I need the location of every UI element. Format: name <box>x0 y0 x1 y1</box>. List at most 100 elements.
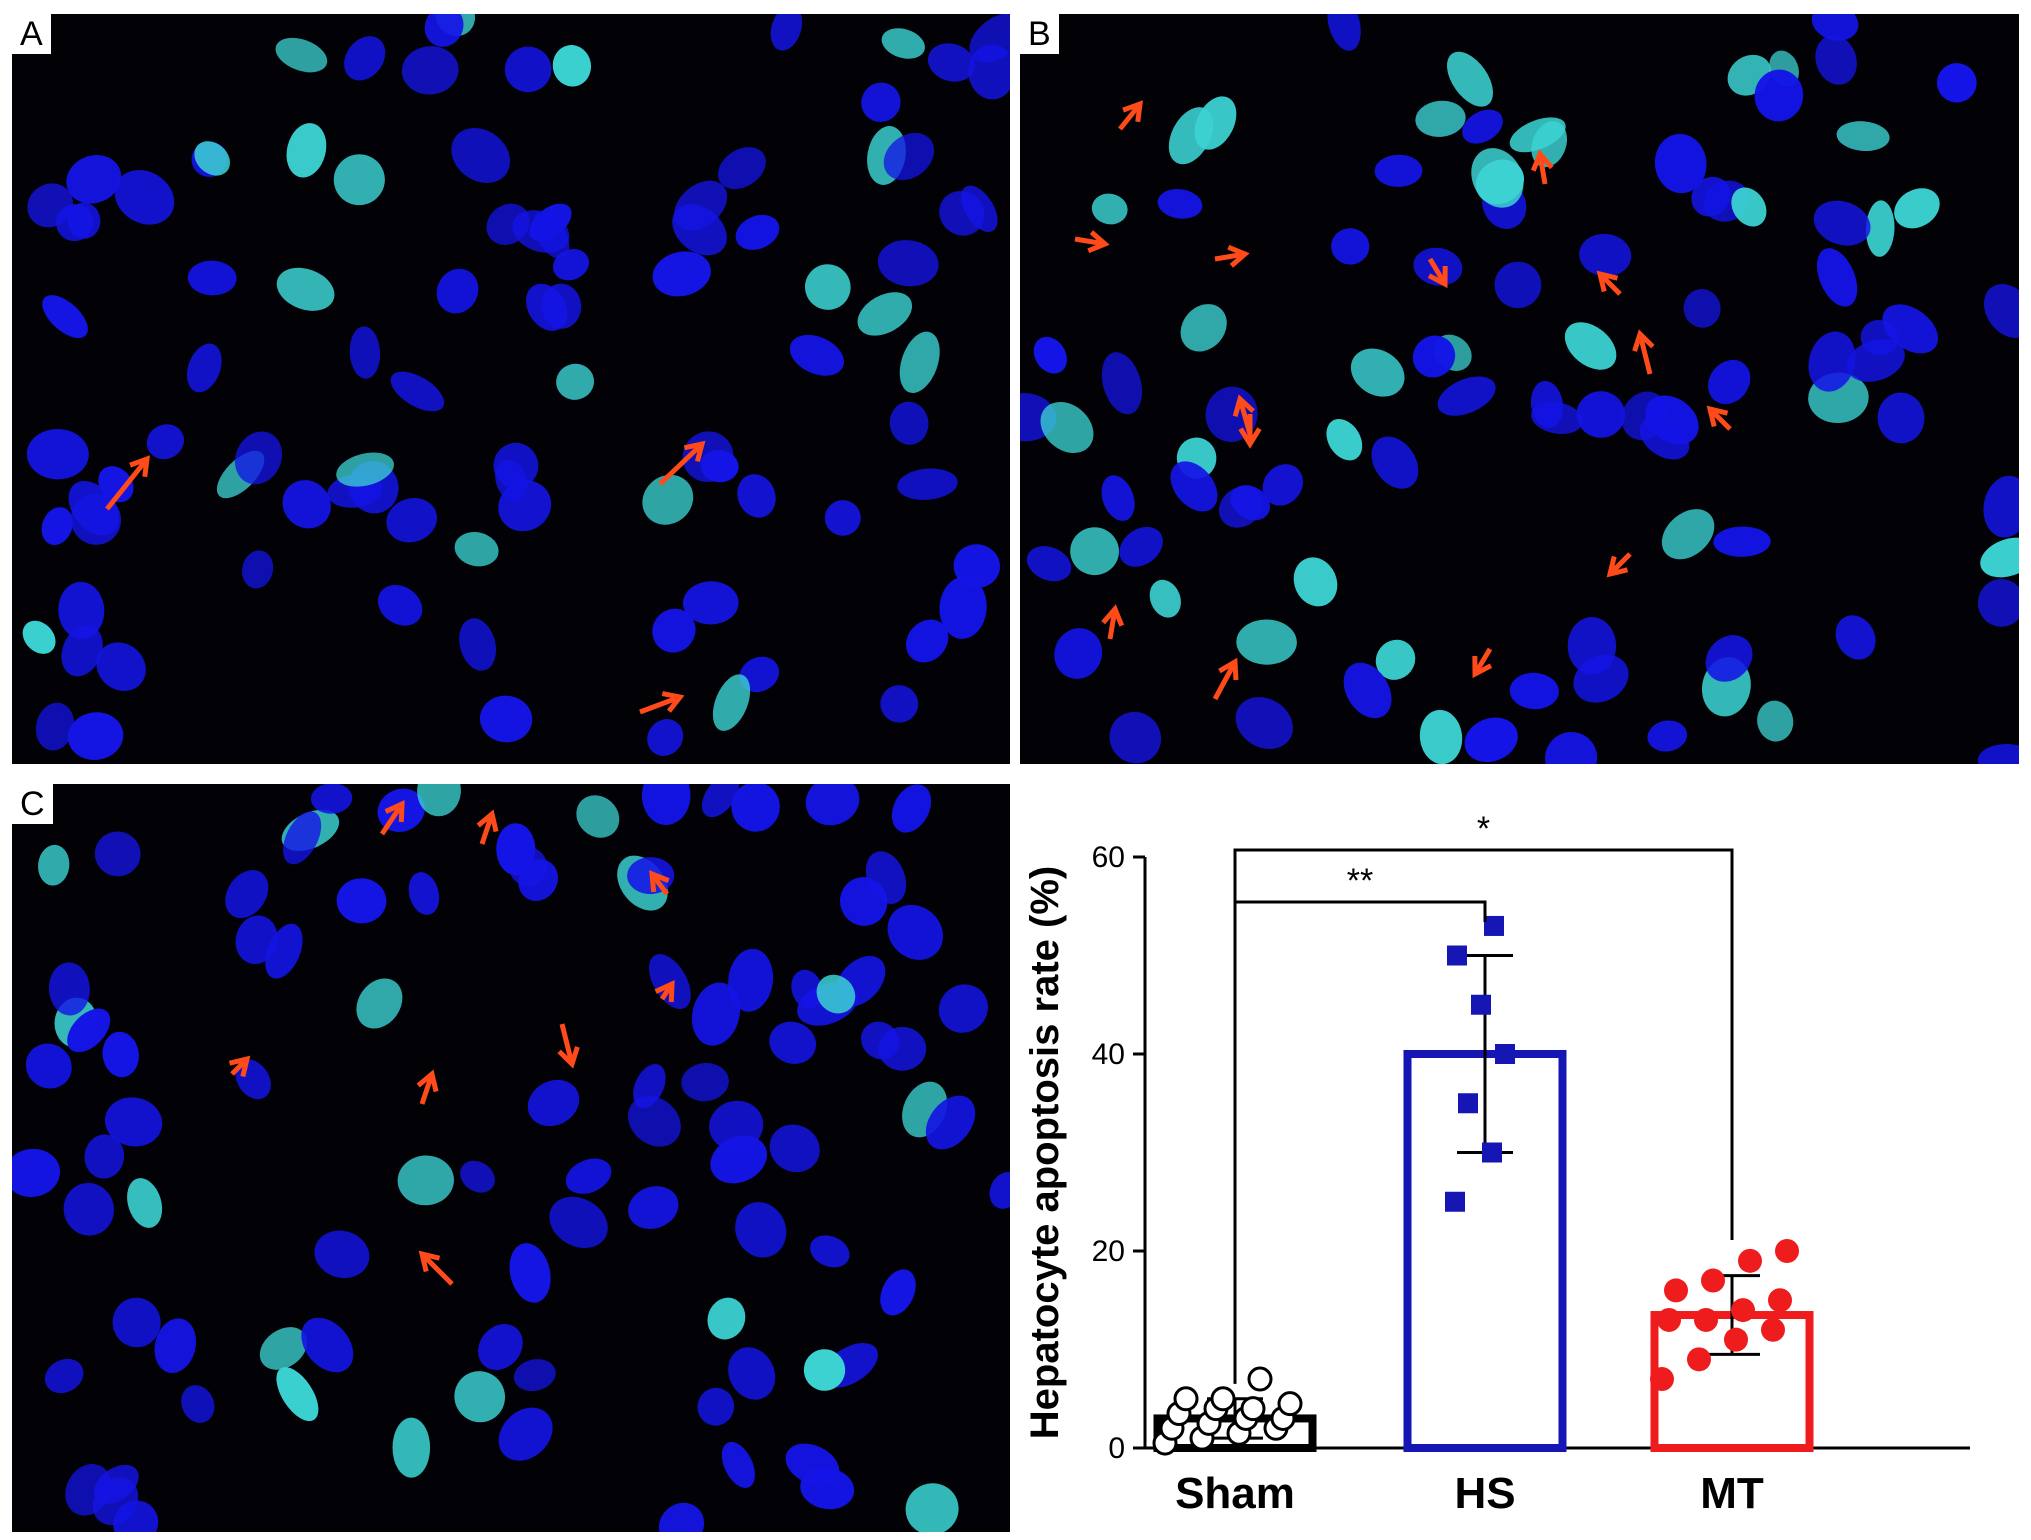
data-point-mt <box>1657 1307 1681 1332</box>
cell-nucleus <box>344 36 386 81</box>
cell-nucleus <box>1033 336 1067 374</box>
cell-nucleus <box>1170 461 1218 512</box>
x-category-label: HS <box>1454 1469 1515 1518</box>
y-tick-label: 40 <box>1092 1038 1125 1071</box>
apoptotic-nucleus <box>1731 187 1767 227</box>
cell-nucleus <box>1705 635 1753 682</box>
cell-nucleus <box>527 1079 580 1127</box>
cell-nucleus <box>1374 154 1423 187</box>
cell-nucleus <box>225 870 269 919</box>
cell-nucleus <box>401 46 459 95</box>
cell-nucleus <box>1413 247 1463 286</box>
cell-nucleus <box>1530 380 1564 429</box>
cell-nucleus <box>42 295 88 339</box>
apoptosis-arrow-icon <box>654 980 675 1003</box>
cell-nucleus <box>880 1269 916 1316</box>
cell-nucleus <box>1576 391 1625 438</box>
apoptotic-nucleus <box>1326 418 1363 461</box>
data-point-mt <box>1768 1288 1792 1313</box>
apoptotic-nucleus <box>1236 619 1297 665</box>
data-point-sham <box>1240 1396 1266 1422</box>
panel-background <box>12 14 1010 764</box>
cell-nucleus <box>1101 475 1135 521</box>
cell-nucleus <box>390 371 445 412</box>
apoptosis-arrow-icon <box>228 1055 251 1078</box>
data-point-mt <box>1775 1239 1799 1263</box>
apoptosis-arrow-icon <box>416 1069 439 1105</box>
cell-nucleus <box>498 1407 553 1461</box>
cell-nucleus <box>721 1441 756 1488</box>
cell-nucleus <box>1026 546 1072 582</box>
apoptotic-nucleus <box>1040 401 1094 454</box>
data-point-mt <box>1738 1248 1762 1273</box>
cell-nucleus <box>67 1008 111 1053</box>
data-point-sham <box>1210 1386 1236 1412</box>
apoptotic-nucleus <box>1564 322 1617 370</box>
cell-nucleus <box>769 1124 820 1173</box>
cell-nucleus <box>498 480 552 532</box>
apoptotic-nucleus <box>286 123 327 178</box>
cell-nucleus <box>509 847 548 887</box>
data-point-mt <box>1664 1278 1688 1303</box>
cell-nucleus <box>565 1158 612 1194</box>
cell-nucleus <box>241 550 274 589</box>
apoptotic-nucleus <box>1070 527 1119 576</box>
cell-nucleus <box>1509 672 1559 710</box>
apoptosis-arrow-icon <box>1074 230 1110 254</box>
panel-label-b: B <box>1020 14 1059 54</box>
cell-nucleus <box>1218 486 1263 528</box>
micrograph-b-image <box>1020 14 2019 764</box>
data-point-mt <box>1701 1268 1725 1293</box>
cell-nucleus <box>61 625 103 677</box>
cell-nucleus <box>1020 393 1057 442</box>
cell-nucleus <box>513 1359 556 1392</box>
cell-nucleus <box>770 14 803 51</box>
cell-nucleus <box>283 811 322 865</box>
cell-nucleus <box>1579 233 1632 277</box>
cell-nucleus <box>451 128 511 183</box>
apoptotic-nucleus <box>276 267 335 311</box>
cell-nucleus <box>68 480 119 536</box>
data-point-mt <box>1694 1307 1718 1332</box>
cell-nucleus <box>1343 662 1392 719</box>
micrograph-panel-b: B <box>1020 14 2019 764</box>
cell-nucleus <box>737 474 776 518</box>
cell-nucleus <box>891 784 932 833</box>
cell-nucleus <box>701 784 739 818</box>
cell-nucleus <box>282 480 331 529</box>
cell-nucleus <box>1936 63 1977 103</box>
cell-nucleus <box>1983 475 2019 538</box>
cell-nucleus <box>735 214 780 250</box>
cell-nucleus <box>509 1243 551 1303</box>
data-point-hs <box>1445 1191 1465 1212</box>
panel-label-a: A <box>12 14 51 54</box>
cell-nucleus <box>541 283 582 329</box>
apoptotic-nucleus <box>1836 121 1890 152</box>
micrograph-a-image <box>12 14 1010 764</box>
apoptotic-nucleus <box>707 1297 746 1340</box>
cell-nucleus <box>880 685 919 723</box>
cell-nucleus <box>728 948 774 1012</box>
cell-nucleus <box>905 619 949 663</box>
cell-nucleus <box>1262 464 1304 506</box>
cell-nucleus <box>187 260 237 296</box>
cell-nucleus <box>683 581 739 625</box>
cell-nucleus <box>627 1095 681 1147</box>
apoptotic-nucleus <box>1661 509 1715 560</box>
data-point-hs <box>1482 1142 1502 1163</box>
cell-nucleus <box>1877 392 1925 444</box>
data-point-mt <box>1650 1367 1674 1392</box>
cell-nucleus <box>1835 615 1876 660</box>
cell-nucleus <box>769 1021 817 1064</box>
cell-nucleus <box>25 1043 72 1089</box>
apoptotic-nucleus <box>576 795 620 838</box>
cell-nucleus <box>1683 289 1721 328</box>
apoptotic-nucleus <box>1865 200 1895 257</box>
y-tick-label: 60 <box>1092 841 1125 874</box>
cell-nucleus <box>877 240 939 287</box>
micrograph-c-image <box>12 784 1010 1532</box>
cell-nucleus <box>459 618 497 671</box>
apoptosis-arrow-icon <box>476 809 499 845</box>
cell-nucleus <box>1371 436 1419 489</box>
cell-nucleus <box>336 878 387 924</box>
